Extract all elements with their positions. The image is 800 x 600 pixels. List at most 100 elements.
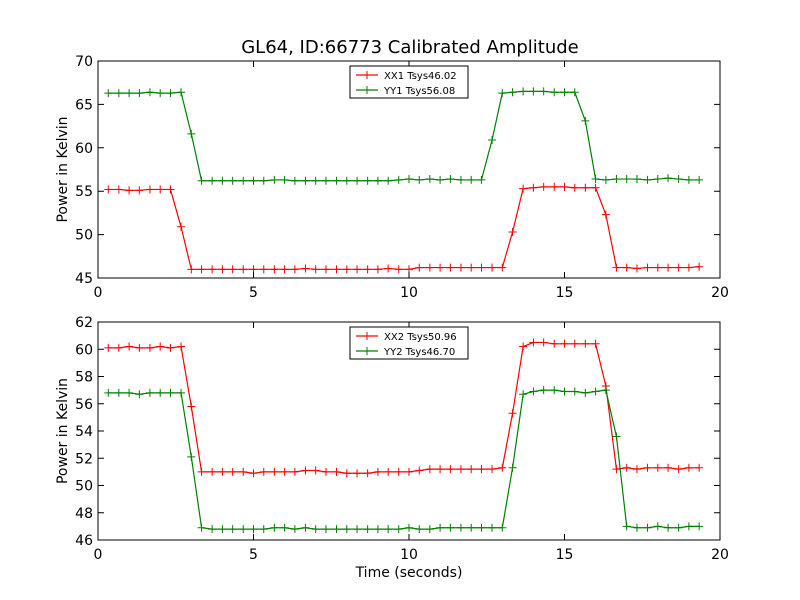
data-point: [104, 185, 113, 194]
data-point: [321, 176, 330, 185]
legend-marker: [363, 332, 371, 340]
data-point: [280, 523, 289, 532]
data-point: [270, 265, 279, 274]
data-point: [135, 343, 144, 352]
data-point: [208, 265, 217, 274]
data-point: [125, 186, 134, 195]
data-point: [197, 176, 206, 185]
data-point: [239, 467, 248, 476]
data-point: [674, 175, 683, 184]
data-point: [156, 89, 165, 98]
data-point: [259, 467, 268, 476]
data-point: [436, 263, 445, 272]
data-point: [477, 175, 486, 184]
data-point: [601, 210, 610, 219]
data-point: [674, 263, 683, 272]
data-point: [498, 463, 507, 472]
data-point: [674, 523, 683, 532]
data-point: [446, 263, 455, 272]
data-point: [539, 182, 548, 191]
data-point: [290, 467, 299, 476]
data-point: [187, 129, 196, 138]
data-point: [353, 525, 362, 534]
data-point: [104, 343, 113, 352]
data-point: [166, 185, 175, 194]
data-point: [353, 265, 362, 274]
data-point: [270, 523, 279, 532]
data-point: [301, 176, 310, 185]
data-point: [508, 409, 517, 418]
legend-box: [349, 65, 469, 99]
data-point: [653, 263, 662, 272]
data-point: [632, 264, 641, 273]
data-point: [311, 525, 320, 534]
data-point: [612, 175, 621, 184]
data-point: [488, 135, 497, 144]
y-tick-label: 56: [75, 397, 93, 413]
y-tick-label: 54: [75, 424, 93, 440]
legend-label: XX1 Tsys46.02: [384, 71, 457, 82]
y-tick-label: 50: [75, 479, 93, 495]
data-point: [695, 262, 704, 271]
data-point: [104, 388, 113, 397]
top-panel: 0 5 10 15 20 45 50 55 60 65 70 Power in Kelvin XX1 T…: [55, 54, 729, 301]
data-point: [197, 467, 206, 476]
data-point: [529, 183, 538, 192]
data-point: [560, 88, 569, 97]
data-point: [632, 175, 641, 184]
data-point: [218, 265, 227, 274]
data-point: [643, 175, 652, 184]
data-point: [612, 465, 621, 474]
data-point: [208, 525, 217, 534]
data-point: [363, 176, 372, 185]
x-tick-label: 0: [94, 285, 103, 301]
data-point: [415, 263, 424, 272]
data-point: [664, 263, 673, 272]
series-line-1: [108, 186, 700, 270]
data-point: [570, 387, 579, 396]
data-point: [477, 263, 486, 272]
data-point: [425, 263, 434, 272]
data-point: [529, 338, 538, 347]
data-point: [519, 390, 528, 399]
data-point: [529, 87, 538, 96]
data-point: [477, 465, 486, 474]
data-point: [280, 467, 289, 476]
series-line-2: [108, 90, 700, 182]
data-point: [488, 465, 497, 474]
data-point: [695, 463, 704, 472]
data-point: [259, 176, 268, 185]
data-point: [353, 469, 362, 478]
data-point: [208, 467, 217, 476]
data-point: [560, 387, 569, 396]
legend-marker: [363, 347, 371, 355]
data-point: [581, 388, 590, 397]
data-point: [249, 525, 258, 534]
data-point: [529, 387, 538, 396]
data-point: [405, 523, 413, 532]
series-1: [104, 338, 704, 478]
data-point: [394, 467, 403, 476]
data-point: [270, 175, 279, 184]
data-point: [539, 338, 548, 347]
data-point: [363, 469, 372, 478]
data-point: [653, 522, 662, 531]
data-point: [488, 523, 497, 532]
data-point: [332, 176, 341, 185]
data-point: [332, 265, 341, 274]
data-point: [477, 523, 486, 532]
data-point: [653, 175, 662, 184]
data-point: [249, 176, 258, 185]
data-point: [591, 183, 600, 192]
data-point: [187, 452, 196, 461]
data-point: [353, 176, 362, 185]
data-point: [394, 265, 403, 274]
y-tick-label: 55: [75, 184, 93, 200]
series-line-2: [108, 389, 700, 530]
x-tick-label: 0: [94, 547, 103, 563]
data-point: [197, 523, 206, 532]
data-point: [508, 463, 517, 472]
x-tick-label: 20: [711, 285, 729, 301]
